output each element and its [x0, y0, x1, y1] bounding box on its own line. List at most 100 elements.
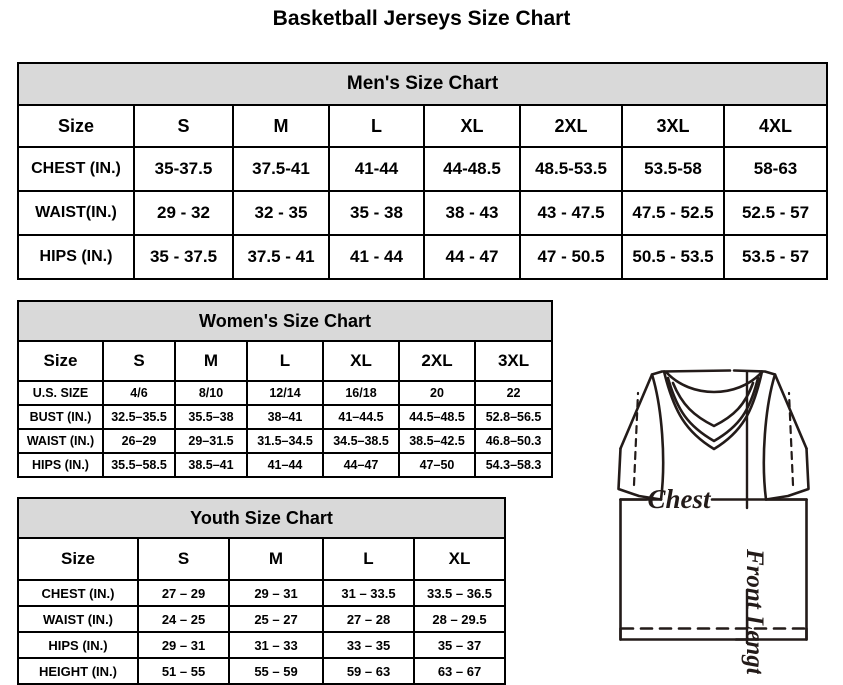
- youth-table-title: Youth Size Chart: [17, 497, 506, 539]
- womens-bust-2xl: 44.5–48.5: [398, 404, 476, 430]
- youth-row-label-waist: WAIST (IN.): [17, 605, 139, 633]
- table-row: U.S. SIZE 4/6 8/10 12/14 16/18 20 22: [17, 380, 554, 406]
- mens-chest-s: 35-37.5: [133, 146, 234, 192]
- womens-waist-m: 29–31.5: [174, 428, 248, 454]
- youth-chest-s: 27 – 29: [137, 579, 230, 607]
- youth-header-size: Size: [17, 537, 139, 581]
- jersey-right-armhole: [762, 373, 777, 501]
- womens-header-xl: XL: [322, 340, 400, 382]
- front-length-measure-label: Front Length: [741, 548, 768, 674]
- mens-waist-m: 32 - 35: [232, 190, 330, 236]
- jersey-right-cuff-dashed-line: [787, 391, 795, 487]
- womens-hips-2xl: 47–50: [398, 452, 476, 478]
- mens-hips-s: 35 - 37.5: [133, 234, 234, 280]
- womens-title-row: Women's Size Chart: [16, 300, 554, 342]
- mens-hips-3xl: 50.5 - 53.5: [621, 234, 725, 280]
- mens-header-s: S: [133, 104, 234, 148]
- mens-chest-2xl: 48.5-53.5: [519, 146, 623, 192]
- youth-height-l: 59 – 63: [322, 657, 415, 685]
- youth-hips-l: 33 – 35: [322, 631, 415, 659]
- table-row: WAIST (IN.) 26–29 29–31.5 31.5–34.5 34.5…: [17, 428, 554, 454]
- womens-header-m: M: [174, 340, 248, 382]
- womens-bust-3xl: 52.8–56.5: [473, 404, 554, 430]
- mens-row-label-hips: HIPS (IN.): [17, 234, 135, 280]
- mens-chest-3xl: 53.5-58: [621, 146, 725, 192]
- womens-ussize-s: 4/6: [102, 380, 176, 406]
- womens-waist-s: 26–29: [102, 428, 176, 454]
- mens-chest-4xl: 58-63: [722, 146, 829, 192]
- youth-chest-m: 29 – 31: [228, 579, 324, 607]
- womens-bust-l: 38–41: [246, 404, 324, 430]
- mens-hips-4xl: 53.5 - 57: [722, 234, 829, 280]
- womens-header-row: Size S M L XL 2XL 3XL: [17, 340, 554, 382]
- jersey-left-sleeve-hem: [617, 447, 663, 501]
- womens-header-2xl: 2XL: [398, 340, 476, 382]
- jersey-left-cuff-dashed-line: [632, 391, 640, 487]
- womens-row-label-us-size: U.S. SIZE: [17, 380, 104, 406]
- womens-hips-3xl: 54.3–58.3: [473, 452, 554, 478]
- jersey-collar-band-curve: [664, 370, 764, 394]
- youth-title-row: Youth Size Chart: [17, 497, 506, 539]
- womens-size-table: Women's Size Chart Size S M L XL 2XL 3XL…: [16, 300, 554, 478]
- mens-chest-l: 41-44: [328, 146, 425, 192]
- mens-chest-xl: 44-48.5: [423, 146, 521, 192]
- mens-waist-l: 35 - 38: [328, 190, 425, 236]
- jersey-neck-inner-curve: [671, 381, 755, 428]
- table-row: WAIST(IN.) 29 - 32 32 - 35 35 - 38 38 - …: [17, 190, 829, 236]
- jersey-measurement-diagram: Chest Front Length: [534, 352, 839, 674]
- youth-waist-s: 24 – 25: [137, 605, 230, 633]
- womens-bust-xl: 41–44.5: [322, 404, 400, 430]
- mens-hips-xl: 44 - 47: [423, 234, 521, 280]
- womens-bust-m: 35.5–38: [174, 404, 248, 430]
- table-row: HEIGHT (IN.) 51 – 55 55 – 59 59 – 63 63 …: [17, 657, 506, 685]
- womens-hips-xl: 44–47: [322, 452, 400, 478]
- mens-hips-l: 41 - 44: [328, 234, 425, 280]
- womens-header-l: L: [246, 340, 324, 382]
- womens-row-label-hips: HIPS (IN.): [17, 452, 104, 478]
- mens-header-3xl: 3XL: [621, 104, 725, 148]
- mens-chest-m: 37.5-41: [232, 146, 330, 192]
- mens-table-title: Men's Size Chart: [16, 62, 829, 106]
- mens-hips-2xl: 47 - 50.5: [519, 234, 623, 280]
- mens-row-label-chest: CHEST (IN.): [17, 146, 135, 192]
- womens-table-title: Women's Size Chart: [16, 300, 554, 342]
- table-row: BUST (IN.) 32.5–35.5 35.5–38 38–41 41–44…: [17, 404, 554, 430]
- mens-header-row: Size S M L XL 2XL 3XL 4XL: [17, 104, 829, 148]
- youth-hips-s: 29 – 31: [137, 631, 230, 659]
- mens-header-2xl: 2XL: [519, 104, 623, 148]
- jersey-right-sleeve-hem: [764, 447, 810, 501]
- chest-measure-label: Chest: [647, 484, 712, 514]
- youth-header-m: M: [228, 537, 324, 581]
- table-row: CHEST (IN.) 35-37.5 37.5-41 41-44 44-48.…: [17, 146, 829, 192]
- womens-ussize-m: 8/10: [174, 380, 248, 406]
- womens-waist-l: 31.5–34.5: [246, 428, 324, 454]
- mens-header-4xl: 4XL: [722, 104, 829, 148]
- youth-hips-xl: 35 – 37: [413, 631, 506, 659]
- youth-waist-m: 25 – 27: [228, 605, 324, 633]
- jersey-left-armhole: [650, 373, 665, 501]
- youth-header-xl: XL: [413, 537, 506, 581]
- mens-header-xl: XL: [423, 104, 521, 148]
- youth-hips-m: 31 – 33: [228, 631, 324, 659]
- mens-header-l: L: [328, 104, 425, 148]
- youth-height-s: 51 – 55: [137, 657, 230, 685]
- mens-waist-xl: 38 - 43: [423, 190, 521, 236]
- womens-ussize-3xl: 22: [473, 380, 554, 406]
- jersey-right-shoulder-line: [732, 369, 808, 450]
- womens-bust-s: 32.5–35.5: [102, 404, 176, 430]
- table-row: HIPS (IN.) 35 - 37.5 37.5 - 41 41 - 44 4…: [17, 234, 829, 280]
- mens-waist-s: 29 - 32: [133, 190, 234, 236]
- womens-header-3xl: 3XL: [473, 340, 554, 382]
- womens-ussize-xl: 16/18: [322, 380, 400, 406]
- womens-header-size: Size: [17, 340, 104, 382]
- mens-size-table: Men's Size Chart Size S M L XL 2XL 3XL 4…: [16, 62, 829, 280]
- youth-row-label-height: HEIGHT (IN.): [17, 657, 139, 685]
- youth-height-xl: 63 – 67: [413, 657, 506, 685]
- womens-row-label-waist: WAIST (IN.): [17, 428, 104, 454]
- youth-chest-xl: 33.5 – 36.5: [413, 579, 506, 607]
- mens-title-row: Men's Size Chart: [16, 62, 829, 106]
- jersey-neck-mid-curve: [666, 376, 760, 443]
- youth-waist-l: 27 – 28: [322, 605, 415, 633]
- jersey-neck-outer-curve: [662, 370, 764, 451]
- mens-row-label-waist: WAIST(IN.): [17, 190, 135, 236]
